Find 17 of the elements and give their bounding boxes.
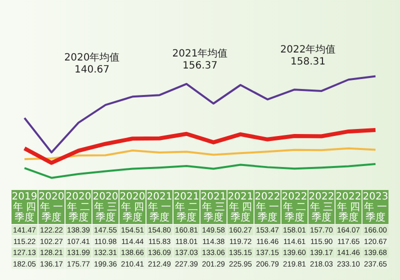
text: 2022年均值 158.31	[280, 44, 336, 68]
x-tick-label: 2021年 三季度	[200, 192, 226, 224]
x-tick-label: 2020年 四季度	[120, 192, 146, 224]
x-tick-label: 2022年 一季度	[254, 192, 280, 224]
x-tick-label: 2021年 一季度	[146, 192, 172, 224]
x-tick-label: 2023年 一季度	[362, 192, 388, 224]
x-tick-label: 2021年 二季度	[174, 192, 200, 224]
x-tick-label: 2022年 三季度	[308, 192, 334, 224]
x-tick-label: 2020年 一季度	[38, 192, 64, 224]
x-tick-label: 2020年 二季度	[66, 192, 92, 224]
x-tick-label: 2022年 四季度	[336, 192, 362, 224]
x-tick-label: 2021年 四季度	[228, 192, 254, 224]
x-tick-label: 2020年 三季度	[92, 192, 118, 224]
text: 2021年均值 156.37	[172, 48, 228, 72]
x-tick-label: 2022年 二季度	[282, 192, 308, 224]
x-tick-label: 2019年 四季度	[12, 192, 38, 224]
text: 2020年均值 140.67	[64, 52, 120, 76]
